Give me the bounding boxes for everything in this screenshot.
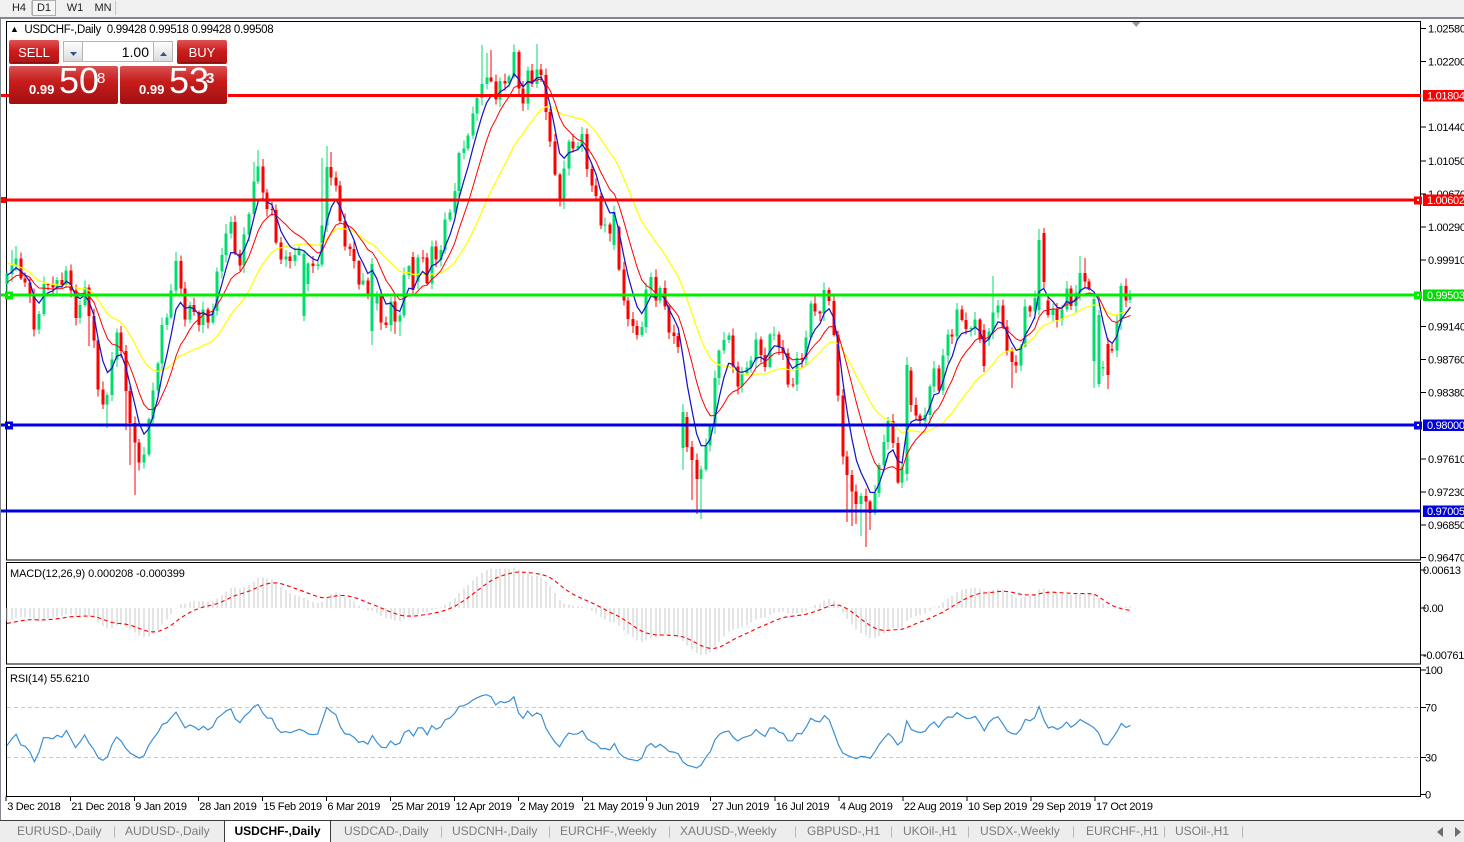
svg-text:9 Jan 2019: 9 Jan 2019 — [135, 801, 187, 813]
svg-text:0.96470: 0.96470 — [1428, 553, 1464, 565]
svg-text:70: 70 — [1425, 703, 1437, 715]
svg-text:17 Oct 2019: 17 Oct 2019 — [1096, 801, 1153, 813]
svg-text:0.96850: 0.96850 — [1428, 520, 1464, 532]
svg-text:27 Jun 2019: 27 Jun 2019 — [712, 801, 769, 813]
svg-text:0.99140: 0.99140 — [1428, 321, 1464, 333]
svg-text:MACD(12,26,9) 0.000208 -0.0003: MACD(12,26,9) 0.000208 -0.000399 — [10, 568, 185, 580]
svg-text:16 Jul 2019: 16 Jul 2019 — [776, 801, 830, 813]
svg-text:1.02200: 1.02200 — [1428, 56, 1464, 68]
svg-text:1.01440: 1.01440 — [1428, 122, 1464, 134]
svg-text:10 Sep 2019: 10 Sep 2019 — [968, 801, 1027, 813]
svg-text:1.01050: 1.01050 — [1428, 156, 1464, 168]
svg-text:9 Jun 2019: 9 Jun 2019 — [648, 801, 700, 813]
svg-text:-0.007612: -0.007612 — [1423, 650, 1464, 662]
svg-text:100: 100 — [1425, 665, 1443, 677]
svg-text:22 Aug 2019: 22 Aug 2019 — [904, 801, 963, 813]
svg-text:0.97610: 0.97610 — [1428, 454, 1464, 466]
svg-text:0.99910: 0.99910 — [1428, 255, 1464, 267]
svg-text:21 May 2019: 21 May 2019 — [584, 801, 644, 813]
svg-text:0.98000: 0.98000 — [1427, 420, 1464, 432]
svg-text:6 Mar 2019: 6 Mar 2019 — [327, 801, 380, 813]
svg-text:29 Sep 2019: 29 Sep 2019 — [1032, 801, 1091, 813]
svg-text:1.02580: 1.02580 — [1428, 24, 1464, 36]
svg-text:0.00: 0.00 — [1423, 603, 1443, 615]
svg-text:RSI(14) 55.6210: RSI(14) 55.6210 — [10, 673, 89, 685]
svg-text:0.99503: 0.99503 — [1427, 290, 1464, 302]
svg-text:12 Apr 2019: 12 Apr 2019 — [456, 801, 512, 813]
svg-text:1.00602: 1.00602 — [1427, 195, 1464, 207]
svg-text:0.97230: 0.97230 — [1428, 487, 1464, 499]
svg-text:2 May 2019: 2 May 2019 — [520, 801, 575, 813]
svg-text:0: 0 — [1425, 790, 1431, 802]
svg-text:1.00290: 1.00290 — [1428, 222, 1464, 234]
svg-text:0.97005: 0.97005 — [1427, 506, 1464, 518]
svg-text:0.98380: 0.98380 — [1428, 387, 1464, 399]
svg-text:21 Dec 2018: 21 Dec 2018 — [71, 801, 130, 813]
svg-text:28 Jan 2019: 28 Jan 2019 — [199, 801, 256, 813]
svg-text:0.98760: 0.98760 — [1428, 354, 1464, 366]
svg-text:3 Dec 2018: 3 Dec 2018 — [7, 801, 60, 813]
svg-text:1.01804: 1.01804 — [1427, 91, 1464, 103]
svg-text:15 Feb 2019: 15 Feb 2019 — [263, 801, 322, 813]
svg-text:4 Aug 2019: 4 Aug 2019 — [840, 801, 893, 813]
svg-text:0.00613: 0.00613 — [1423, 565, 1461, 577]
svg-text:25 Mar 2019: 25 Mar 2019 — [392, 801, 451, 813]
svg-text:30: 30 — [1425, 752, 1437, 764]
